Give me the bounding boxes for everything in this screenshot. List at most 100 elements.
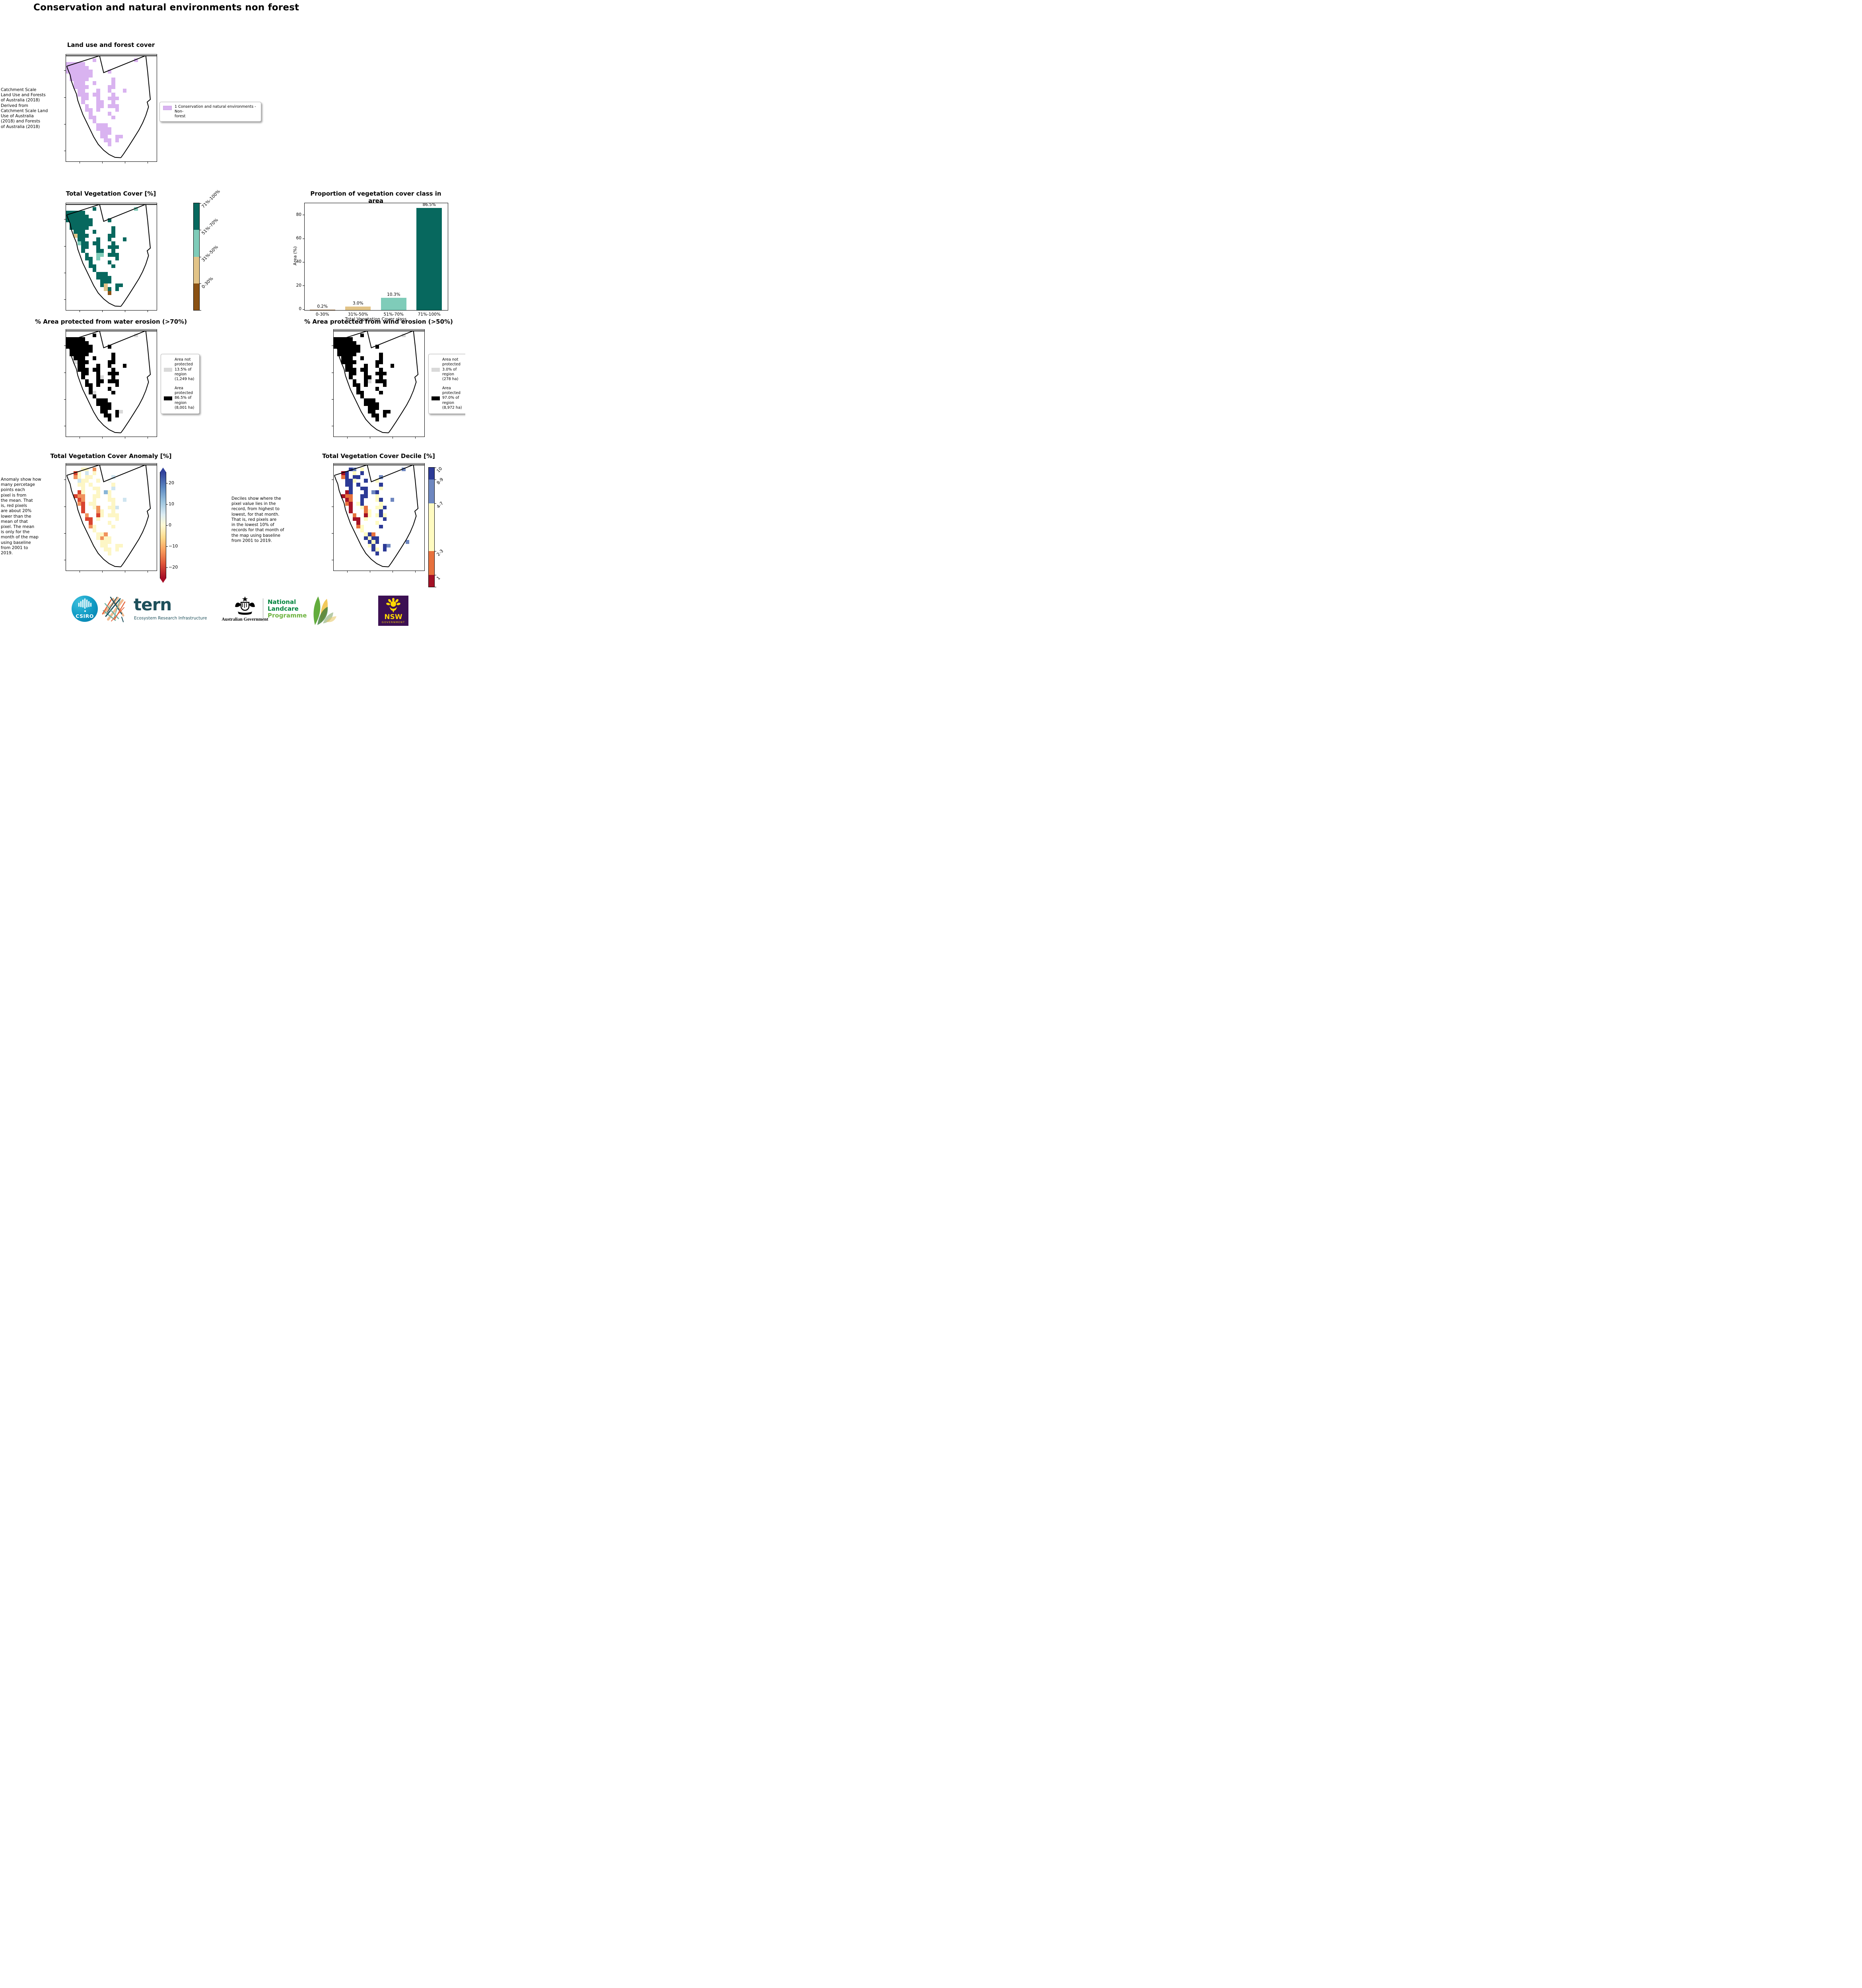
map-cell [77,74,82,78]
map-cell [379,513,383,517]
map-cell [73,337,78,341]
map-cell [96,256,100,261]
decile-title: Total Vegetation Cover Decile [%] [322,452,435,460]
proportion-xlabel: Total Vegetation Cover class [345,316,407,322]
map-cell [363,364,368,368]
map-cell [77,337,82,341]
map-cell [115,414,119,418]
map-cell [104,134,108,139]
map-cell [107,479,112,483]
map-cell [119,410,123,414]
map-cell [375,345,379,349]
report-page: Conservation and natural environments no… [0,0,465,628]
map-cell [89,502,93,506]
map-cell [387,544,391,548]
map-cell [367,379,372,383]
map-cell [345,490,349,494]
map-cell [111,379,115,383]
map-cell [348,364,353,368]
wind-notprotected-swatch [431,367,440,372]
map-cell [70,341,74,345]
map-cell [352,513,357,517]
map-cell [107,490,112,494]
map-cell [337,345,342,349]
map-cell [66,214,70,219]
map-cell [345,479,349,483]
map-cell [100,532,104,536]
map-cell [96,364,100,368]
map-cell [383,505,387,510]
map-cell [81,345,85,349]
map-cell [85,475,89,479]
map-cell [360,467,364,472]
national-landcare-wordmark: National Landcare Programme [268,599,307,619]
map-cell [70,62,74,66]
map-cell [85,352,89,357]
map-cell [115,547,119,552]
map-cell [96,494,100,498]
map-cell [89,74,93,78]
map-cell [337,352,342,357]
map-cell [341,352,345,357]
map-cell [379,502,383,506]
map-cell [122,498,127,502]
map-cell [81,249,85,253]
proportion-ylabel: Area (%) [292,246,298,266]
map-cell [77,211,82,215]
map-cell [348,375,353,380]
map-cell [81,81,85,85]
landcare-line3: Programme [268,612,307,619]
map-cell [363,402,368,406]
map-cell [111,77,115,82]
map-cell [379,483,383,487]
map-cell [115,138,119,143]
map-cell [352,371,357,376]
map-cell [348,509,353,514]
map-cell [77,62,82,66]
map-cell [85,517,89,521]
map-cell [356,390,360,395]
wind-protected-label: Area protected 97.0% of region (8,972 ha… [442,386,462,410]
map-cell [73,66,78,70]
map-cell [107,287,112,291]
map-cell [100,123,104,127]
map-cell [367,406,372,410]
map-cell [89,108,93,112]
map-cell [70,349,74,353]
map-cell [89,349,93,353]
map-cell [100,536,104,540]
map-cell [96,123,100,127]
map-cell [85,241,89,245]
map-cell [360,502,364,506]
map-cell [77,356,82,360]
map-cell [360,368,364,372]
map-cell [356,524,360,529]
map-cell [107,96,112,101]
map-cell [363,517,368,521]
map-cell [81,93,85,97]
map-cell [73,226,78,230]
map-cell [115,544,119,548]
map-cell [85,66,89,70]
csiro-dot [84,610,86,612]
map-cell [107,245,112,249]
map-cell [89,345,93,349]
map-cell [115,379,119,383]
map-cell [81,490,85,494]
map-cell [115,371,119,376]
map-cell [89,383,93,387]
nsw-government-logo: NSW GOVERNMENT [378,596,408,626]
map-cell [111,252,115,257]
map-cell [89,260,93,264]
map-cell [96,100,100,105]
map-cell [107,260,112,264]
map-cell [81,356,85,360]
map-cell [104,287,108,291]
map-cell [360,486,364,491]
water-legend-protected: Area protected 86.5% of region (8,001 ha… [164,386,196,411]
map-cell [96,252,100,257]
map-cell [100,398,104,402]
map-cell [367,532,372,536]
map-cell [348,502,353,506]
map-cell [85,233,89,238]
